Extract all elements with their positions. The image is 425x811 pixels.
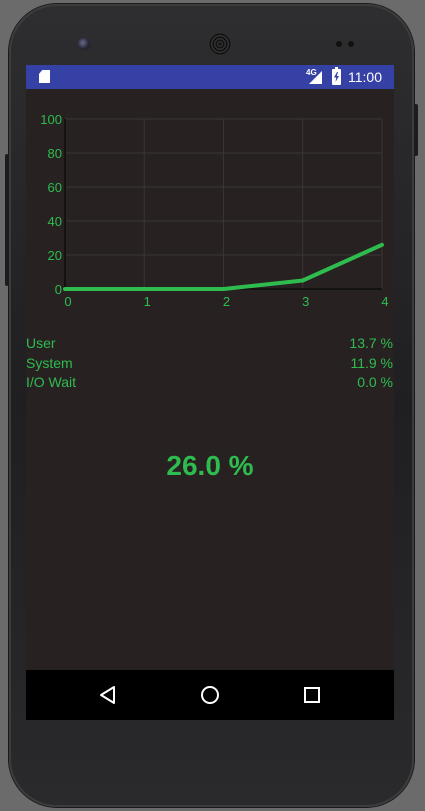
- network-type: 4G: [306, 68, 317, 77]
- clock: 11:00: [348, 69, 382, 85]
- data-point: [223, 288, 224, 290]
- home-icon[interactable]: [198, 684, 222, 706]
- data-point: [381, 244, 383, 246]
- x-tick-label: 0: [64, 294, 71, 309]
- sd-card-icon: [39, 70, 50, 83]
- x-tick-label: 1: [144, 294, 151, 309]
- chart-series: [63, 242, 384, 291]
- cpu-usage-chart: 0 20 40 60 80 100 0 1 2 3 4: [40, 112, 388, 309]
- screen: 4G 11:00 0 20 40 60 80 100 0 1 2 3 4 User 13.7 % …: [26, 65, 394, 720]
- front-camera: [78, 38, 90, 50]
- volume-button: [5, 154, 9, 286]
- x-tick-label: 2: [223, 294, 230, 309]
- x-tick-label: 3: [302, 294, 309, 309]
- x-tick-label: 4: [381, 294, 388, 309]
- y-tick-label: 80: [48, 146, 62, 161]
- earpiece-speaker: [209, 33, 231, 55]
- y-tick-label: 20: [48, 248, 62, 263]
- navigation-bar: [26, 670, 394, 720]
- data-point: [64, 288, 66, 290]
- stat-value: 11.9 %: [350, 354, 393, 371]
- stat-row-user: User 13.7 %: [26, 334, 394, 354]
- stat-row-system: System 11.9 %: [26, 354, 394, 374]
- y-tick-label: 40: [48, 214, 62, 229]
- back-icon[interactable]: [96, 684, 120, 706]
- y-tick-label: 100: [40, 112, 62, 127]
- y-tick-label: 0: [55, 282, 62, 297]
- stat-label: User: [26, 335, 56, 351]
- stat-value: 13.7 %: [349, 335, 393, 351]
- recents-icon[interactable]: [300, 684, 324, 706]
- stat-row-io-wait: I/O Wait 0.0 %: [26, 373, 394, 393]
- data-point: [143, 288, 145, 290]
- x-axis-ticks: 0 1 2 3 4: [64, 294, 388, 309]
- power-button: [414, 104, 418, 156]
- data-point: [302, 280, 304, 281]
- stat-value: 0.0 %: [357, 374, 393, 390]
- battery-charging-icon: [332, 67, 341, 85]
- chart-grid: [65, 118, 383, 289]
- y-tick-label: 60: [48, 180, 62, 195]
- charging-bolt-icon: [334, 72, 339, 82]
- status-bar: 4G 11:00: [26, 65, 394, 89]
- light-sensor: [348, 41, 354, 47]
- y-axis-ticks: 0 20 40 60 80 100: [40, 112, 62, 297]
- cpu-stats: User 13.7 % System 11.9 % I/O Wait 0.0 %: [26, 334, 394, 393]
- total-cpu-usage: 26.0 %: [166, 450, 254, 481]
- proximity-sensor: [336, 41, 342, 47]
- stat-label: I/O Wait: [26, 374, 77, 390]
- stat-label: System: [26, 354, 73, 371]
